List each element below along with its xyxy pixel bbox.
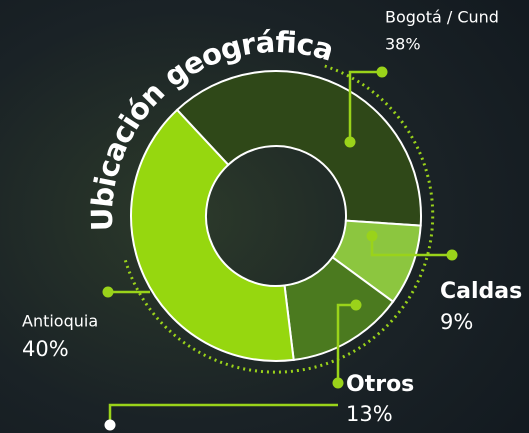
category-label: Antioquia (22, 312, 98, 331)
category-label: Caldas (440, 279, 522, 304)
callout-dot (446, 249, 458, 261)
donut-slice (175, 70, 422, 227)
callout-dot (376, 66, 388, 78)
callout-line (108, 303, 356, 425)
dotted-ring (122, 64, 435, 374)
value-label: 13% (346, 402, 393, 426)
value-label: 38% (385, 35, 421, 54)
category-label: Bogotá / Cund (385, 8, 499, 27)
donut-slice (130, 108, 295, 362)
category-label: Otros (346, 372, 414, 397)
value-label: 40% (22, 337, 69, 361)
value-label: 9% (440, 310, 473, 334)
callout-dot (344, 136, 356, 148)
callout-line (348, 70, 382, 142)
callout-dot (350, 299, 362, 311)
callout-dot (366, 230, 378, 242)
callout-line (370, 236, 452, 257)
callout-dot (332, 377, 344, 389)
callout-dot (104, 419, 116, 431)
callout-dot (102, 286, 114, 298)
